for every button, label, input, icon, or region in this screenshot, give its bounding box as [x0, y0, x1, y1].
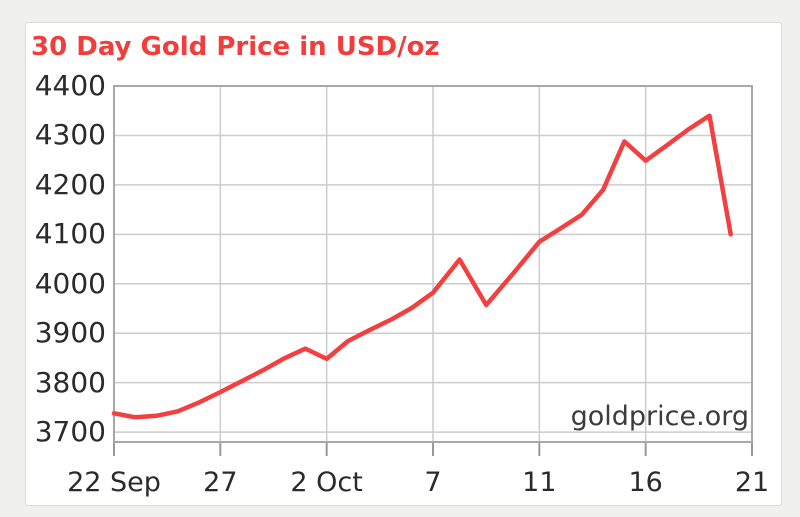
- watermark-text: goldprice.org: [570, 401, 749, 432]
- x-tick-label: 7: [424, 467, 442, 498]
- y-tick-label: 4200: [34, 167, 106, 201]
- x-tick-label: 22 Sep: [67, 467, 161, 498]
- y-tick-label: 4100: [34, 217, 106, 251]
- plot-area: [111, 85, 753, 456]
- chart-card: 30 Day Gold Price in USD/oz 4400 4300 4200…: [25, 22, 782, 506]
- y-tick-label: 3700: [34, 415, 106, 449]
- x-tick-label: 21: [734, 467, 770, 498]
- plot-border: [113, 85, 753, 443]
- x-tick-label: 2 Oct: [290, 467, 363, 498]
- y-tick-label: 3800: [34, 365, 106, 399]
- y-tick-label: 4400: [34, 69, 106, 102]
- x-tick-label: 27: [203, 467, 238, 498]
- x-tick-label: 11: [522, 467, 557, 498]
- y-tick-label: 4000: [34, 266, 106, 300]
- y-tick-label: 3900: [34, 316, 106, 350]
- y-tick-label: 4300: [34, 118, 106, 152]
- price-line: [111, 113, 733, 420]
- chart-title: 30 Day Gold Price in USD/oz: [31, 32, 440, 62]
- x-tick-label: 16: [628, 467, 663, 498]
